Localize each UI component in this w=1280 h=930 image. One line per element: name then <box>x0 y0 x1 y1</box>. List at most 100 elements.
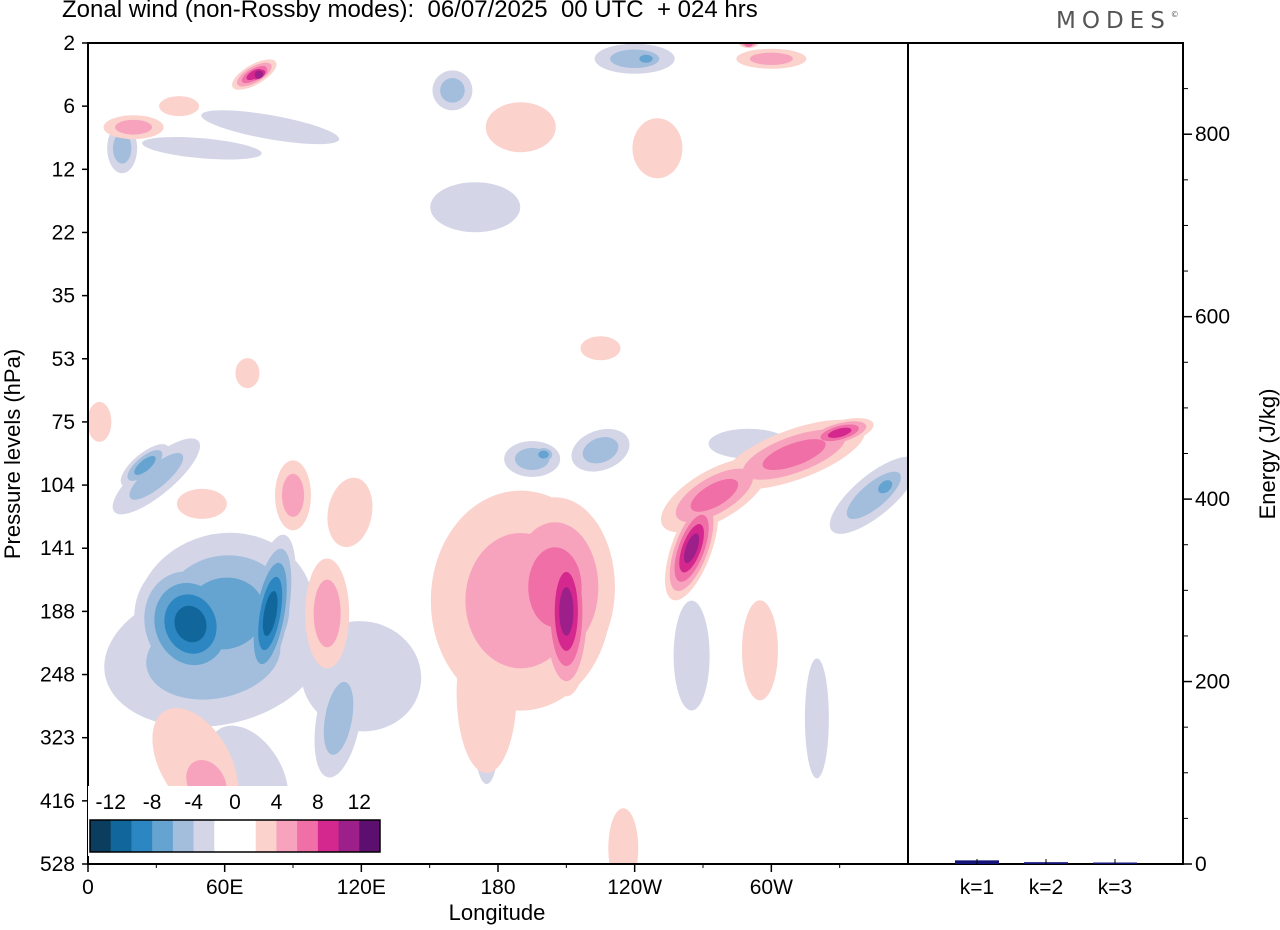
y-tick-label: 53 <box>52 348 75 371</box>
energy-tick-label: 400 <box>1195 488 1230 511</box>
x-tick-label: 120W <box>607 876 662 899</box>
x-axis-label: Longitude <box>449 900 546 925</box>
positive-contour-20-1 <box>176 488 227 519</box>
x-axis: 0 60E 120E 180 120W 60W <box>82 864 841 899</box>
x-tick-label: 60E <box>206 876 243 899</box>
y-tick-label: 22 <box>52 221 75 244</box>
colorbar-label: 12 <box>348 791 371 814</box>
y-axis: 2 6 12 22 35 53 75 104 141 188 248 323 416 528 <box>40 32 88 876</box>
energy-category-label: k=2 <box>1029 876 1063 899</box>
x-tick-label: 120E <box>337 876 386 899</box>
y-tick-label: 416 <box>40 790 75 813</box>
colorbar: -12 -8 -4 0 4 8 12 <box>88 786 382 856</box>
colorbar-swatch <box>193 820 215 852</box>
y-tick-label: 141 <box>40 537 75 560</box>
colorbar-swatch <box>110 820 132 852</box>
colorbar-label: 4 <box>271 791 283 814</box>
energy-tick-label: 200 <box>1195 671 1230 694</box>
positive-contour-18-1 <box>741 600 778 701</box>
negative-contour-4-2 <box>129 453 184 500</box>
colorbar-swatch <box>172 820 195 852</box>
positive-contour-24-1 <box>580 336 621 361</box>
positive-contour-7-2 <box>313 579 341 648</box>
y-tick-label: 528 <box>40 853 75 876</box>
positive-contour-3-5 <box>684 533 700 564</box>
colorbar-label: -8 <box>143 791 162 814</box>
x-tick-label: 60W <box>750 876 793 899</box>
y-tick-label: 2 <box>63 32 75 55</box>
colorbar-swatch <box>235 820 257 852</box>
positive-contour-22-1 <box>608 808 639 864</box>
energy-panel-frame <box>907 42 1184 865</box>
negative-contour-13-2 <box>323 681 354 755</box>
negative-contour-20-2 <box>112 132 132 164</box>
energy-axis-label: Energy (J/kg) <box>1255 389 1280 520</box>
colorbar-label: 8 <box>312 791 324 814</box>
colorbar-swatch <box>297 820 319 852</box>
positive-contour-21-1 <box>88 401 112 442</box>
positive-contour-6-4 <box>827 427 852 438</box>
y-tick-label: 104 <box>40 474 75 497</box>
y-axis-label: Pressure levels (hPa) <box>0 349 25 559</box>
energy-bars: k=1 k=2 k=3 <box>955 859 1137 899</box>
energy-tick-label: 600 <box>1195 306 1230 329</box>
energy-axis: 0 200 400 600 800 <box>1183 88 1230 876</box>
colorbar-swatch <box>317 820 340 852</box>
negative-contour-23-1 <box>673 600 710 711</box>
positive-contour-14-1 <box>485 102 556 153</box>
energy-tick-label: 800 <box>1195 123 1230 146</box>
negative-contour-16-3 <box>639 54 653 63</box>
negative-contour-1-5 <box>262 590 278 637</box>
y-tick-label: 188 <box>40 600 75 623</box>
negative-contour-9-2 <box>582 437 619 464</box>
heatmap-contours <box>88 43 908 864</box>
positive-contour-11-1 <box>159 96 200 117</box>
negative-contour-11-3 <box>878 480 893 494</box>
y-tick-label: 248 <box>40 664 75 687</box>
y-tick-label: 12 <box>52 158 75 181</box>
x-tick-label: 180 <box>480 876 515 899</box>
energy-category-label: k=3 <box>1098 876 1132 899</box>
positive-contour-0-5 <box>559 587 574 636</box>
colorbar-swatch <box>255 820 277 852</box>
positive-contour-5-3 <box>762 439 826 471</box>
positive-contour-12-2 <box>749 52 793 65</box>
negative-contour-18-1 <box>201 110 340 145</box>
colorbar-label: -4 <box>184 791 203 814</box>
colorbar-swatch <box>152 820 174 852</box>
negative-contour-17-2 <box>440 78 465 103</box>
colorbar-swatch <box>276 820 298 852</box>
positive-contour-4-3 <box>690 478 739 512</box>
negative-contour-22-1 <box>804 658 829 779</box>
positive-contour-10-2 <box>115 119 153 135</box>
positive-contour-25-1 <box>327 477 373 548</box>
negative-contour-19-1 <box>142 137 262 160</box>
positive-contour-19-2 <box>281 473 305 517</box>
colorbar-label: -12 <box>96 791 126 814</box>
colorbar-swatch <box>131 820 153 852</box>
y-tick-label: 35 <box>52 285 75 308</box>
colorbar-swatch <box>338 820 360 852</box>
positive-contour-15-1 <box>632 118 683 179</box>
x-tick-label: 0 <box>82 876 94 899</box>
y-tick-label: 323 <box>40 727 75 750</box>
colorbar-label: 0 <box>229 791 241 814</box>
energy-tick-label: 0 <box>1195 853 1207 876</box>
chart-title: Zonal wind (non-Rossby modes): 06/07/202… <box>62 0 758 23</box>
negative-contour-0-5 <box>174 605 207 643</box>
negative-contour-5-3 <box>134 455 156 475</box>
positive-contour-9-5 <box>254 70 264 79</box>
colorbar-swatch <box>359 820 381 852</box>
energy-category-label: k=1 <box>960 876 994 899</box>
colorbar-frame <box>89 819 381 853</box>
modes-logo: MODES© <box>1056 8 1179 34</box>
y-tick-label: 6 <box>63 95 75 118</box>
colorbar-swatch <box>214 820 236 852</box>
logo-text: MODES <box>1056 8 1171 34</box>
positive-contour-26-1 <box>235 358 260 389</box>
colorbar-swatch <box>90 820 112 852</box>
negative-contour-8-3 <box>538 450 549 459</box>
y-tick-label: 75 <box>52 411 75 434</box>
negative-contour-6-1 <box>430 182 521 233</box>
